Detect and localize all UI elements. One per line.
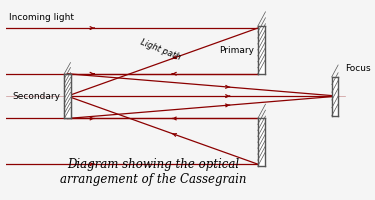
Text: Light path: Light path <box>138 37 182 62</box>
Bar <box>332 77 338 116</box>
Text: Diagram showing the optical
arrangement of the Cassegrain: Diagram showing the optical arrangement … <box>60 158 246 186</box>
Bar <box>258 26 265 74</box>
Bar <box>258 118 265 166</box>
Text: Focus: Focus <box>345 64 370 73</box>
Text: Primary: Primary <box>219 46 254 55</box>
Text: Incoming light: Incoming light <box>9 13 74 22</box>
Text: Secondary: Secondary <box>13 92 61 101</box>
Bar <box>64 74 70 118</box>
